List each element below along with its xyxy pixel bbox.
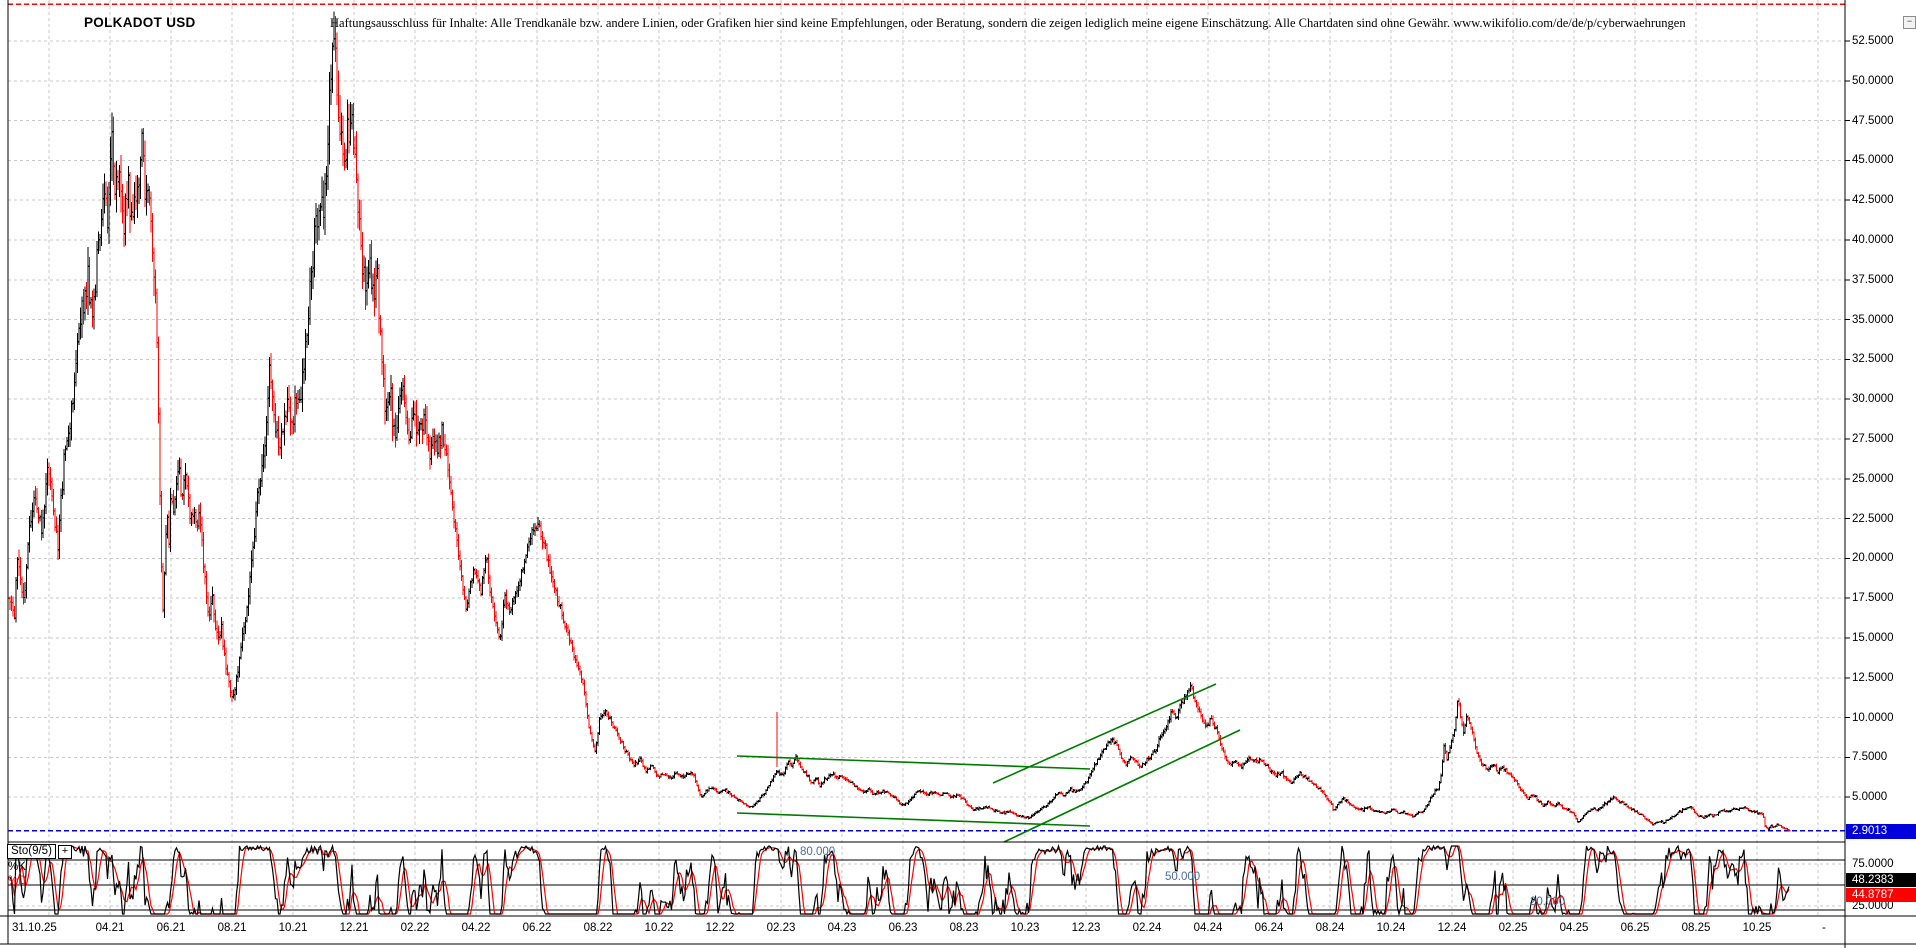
date-tick-label: 10.25 bbox=[1742, 922, 1772, 934]
price-tick-label: 12.5000 bbox=[1852, 671, 1894, 684]
date-tick-label: 10.24 bbox=[1376, 922, 1406, 934]
date-first-label: 31.10.25 bbox=[12, 922, 57, 934]
price-tick-label: 7.5000 bbox=[1852, 751, 1888, 764]
collapse-axis-button[interactable]: − bbox=[1903, 16, 1916, 29]
stoch-d-legend: %D bbox=[8, 875, 27, 887]
price-tick-label: 42.5000 bbox=[1852, 194, 1894, 207]
date-tick-label: 08.23 bbox=[949, 922, 979, 934]
price-tick-label: 20.0000 bbox=[1852, 552, 1894, 565]
price-tick-label: 50.0000 bbox=[1852, 74, 1894, 87]
stoch-level-80-label: 80.000 bbox=[800, 846, 836, 858]
date-tick-label: 06.25 bbox=[1620, 922, 1650, 934]
price-tick-label: 30.0000 bbox=[1852, 393, 1894, 406]
date-tick-label: 08.22 bbox=[583, 922, 613, 934]
date-tick-label: 12.22 bbox=[705, 922, 735, 934]
last-price-badge: 2.9013 bbox=[1846, 824, 1916, 839]
date-tick-label: 02.24 bbox=[1132, 922, 1162, 934]
date-tick-label: 12.23 bbox=[1071, 922, 1101, 934]
price-tick-label: 32.5000 bbox=[1852, 353, 1894, 366]
date-tick-label: 04.22 bbox=[461, 922, 491, 934]
price-tick-label: 10.0000 bbox=[1852, 711, 1894, 724]
date-tick-label: 08.24 bbox=[1315, 922, 1345, 934]
date-tick-label: 10.21 bbox=[278, 922, 308, 934]
symbol-title: POLKADOT USD bbox=[84, 15, 196, 30]
price-tick-label: 37.5000 bbox=[1852, 273, 1894, 286]
date-tick-label: 06.22 bbox=[522, 922, 552, 934]
stoch-axis-25-label: 25.0000 bbox=[1852, 899, 1894, 912]
price-tick-label: 22.5000 bbox=[1852, 512, 1894, 525]
price-tick-label: 15.0000 bbox=[1852, 632, 1894, 644]
indicator-label[interactable]: Sto(9/5) bbox=[7, 844, 56, 859]
disclaimer-text: Haftungsausschluss für Inhalte: Alle Tre… bbox=[330, 16, 1686, 30]
price-tick-label: 17.5000 bbox=[1852, 592, 1894, 605]
price-tick-label: 40.0000 bbox=[1852, 234, 1894, 246]
price-tick-label: 5.0000 bbox=[1852, 791, 1888, 804]
date-tick-label: 02.22 bbox=[400, 922, 430, 934]
date-tick-label: 08.21 bbox=[217, 922, 247, 934]
date-tick-label: 04.23 bbox=[827, 922, 857, 934]
price-tick-label: 47.5000 bbox=[1852, 114, 1894, 127]
date-tick-label: 04.25 bbox=[1559, 922, 1589, 934]
price-tick-label: 27.5000 bbox=[1852, 433, 1894, 445]
price-tick-label: 25.0000 bbox=[1852, 472, 1894, 485]
date-tick-label: 12.24 bbox=[1437, 922, 1467, 934]
stoch-k-value-badge: 48.2383 bbox=[1846, 873, 1916, 887]
date-tick-label: 06.23 bbox=[888, 922, 918, 934]
date-tick-label: 02.23 bbox=[766, 922, 796, 934]
stoch-k-legend: %K bbox=[8, 861, 26, 873]
date-tick-label: 06.24 bbox=[1254, 922, 1284, 934]
stoch-d-value-badge: 44.8787 bbox=[1846, 888, 1916, 902]
date-tick-label: 04.21 bbox=[95, 922, 125, 934]
date-tick-label: 10.22 bbox=[644, 922, 674, 934]
axis-overflow-label: - bbox=[1822, 922, 1826, 934]
stoch-level-20-label: 20.000 bbox=[1530, 896, 1566, 908]
date-tick-label: 02.25 bbox=[1498, 922, 1528, 934]
date-tick-label: 12.21 bbox=[339, 922, 369, 934]
add-indicator-button[interactable]: + bbox=[58, 845, 72, 859]
price-tick-label: 35.0000 bbox=[1852, 313, 1894, 326]
price-tick-label: 52.5000 bbox=[1852, 35, 1894, 47]
stoch-level-50-label: 50.000 bbox=[1165, 871, 1201, 883]
date-tick-label: 10.23 bbox=[1010, 922, 1040, 934]
stoch-axis-75-label: 75.0000 bbox=[1852, 858, 1894, 871]
date-tick-label: 08.25 bbox=[1681, 922, 1711, 934]
price-tick-label: 45.0000 bbox=[1852, 154, 1894, 167]
date-tick-label: 04.24 bbox=[1193, 922, 1223, 934]
date-tick-label: 06.21 bbox=[156, 922, 186, 934]
